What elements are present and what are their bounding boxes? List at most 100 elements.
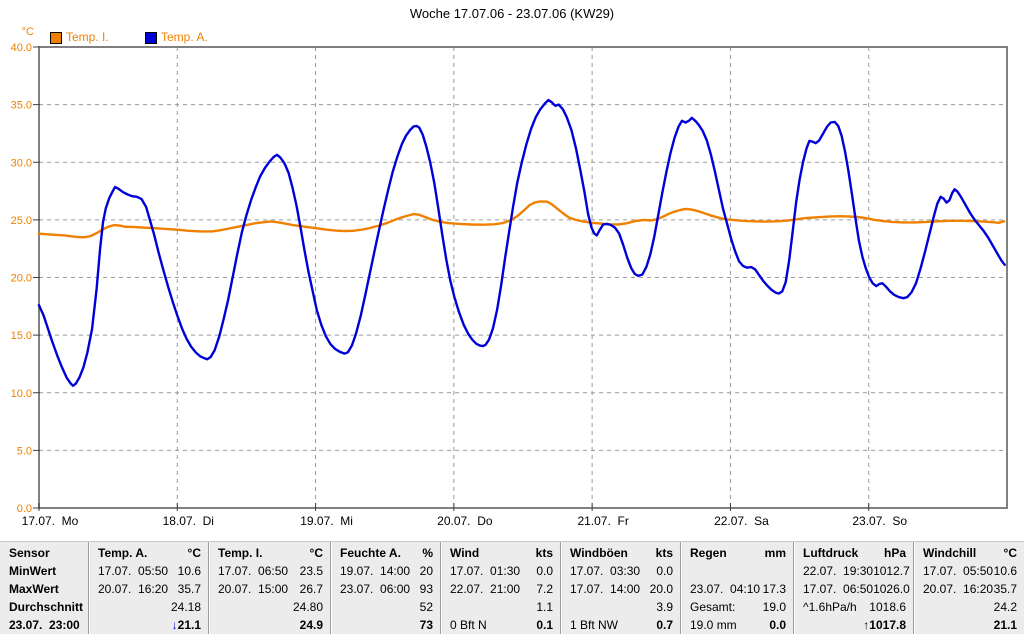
y-tick-label: 20.0 bbox=[11, 273, 32, 285]
x-tick-label: 18.07. Di bbox=[163, 514, 214, 528]
trend-up-icon: ↑ bbox=[863, 618, 870, 632]
column-unit: °C bbox=[1003, 546, 1017, 560]
row-label: 23.07. 23:00 bbox=[9, 618, 80, 632]
table-row: MinWert bbox=[0, 562, 88, 580]
cell-value: 24.18 bbox=[170, 600, 201, 614]
table-row: Regen mm bbox=[681, 544, 793, 562]
y-tick-label: 0.0 bbox=[17, 503, 32, 515]
table-row: 19.0 mm 0.0 bbox=[681, 616, 793, 634]
table-row: 17.07. 14:00 20.0 bbox=[561, 580, 680, 598]
table-row: Wind kts bbox=[441, 544, 560, 562]
x-tick-label: 21.07. Fr bbox=[577, 514, 628, 528]
table-row: 0 Bft N 0.1 bbox=[441, 616, 560, 634]
table-row: 19.07. 14:00 20 bbox=[331, 562, 440, 580]
table-row: Gesamt: 19.0 bbox=[681, 598, 793, 616]
column-unit: mm bbox=[764, 546, 786, 560]
cell-value: 26.7 bbox=[299, 582, 323, 596]
y-tick-label: 25.0 bbox=[11, 215, 32, 227]
table-row: 22.07. 21:00 7.2 bbox=[441, 580, 560, 598]
cell-value: 0.0 bbox=[656, 564, 673, 578]
cell-label: 17.07. 05:50 bbox=[98, 564, 169, 578]
cell-value: 73 bbox=[419, 618, 433, 632]
table-row: MaxWert bbox=[0, 580, 88, 598]
table-column-windb-en: Windböen kts 17.07. 03:30 0.0 17.07. 14:00 20… bbox=[560, 542, 680, 634]
table-column-feuchte-a-: Feuchte A.% 19.07. 14:00 20 23.07. 06:00 93 5… bbox=[330, 542, 440, 634]
table-row: 17.07. 05:50 10.6 bbox=[89, 562, 208, 580]
cell-value: 0.7 bbox=[656, 618, 673, 632]
column-header: Windböen bbox=[570, 546, 628, 560]
cell-label: 0 Bft N bbox=[450, 618, 487, 632]
y-tick-label: 10.0 bbox=[11, 388, 32, 400]
row-label: Durchschnitt bbox=[9, 600, 84, 614]
cell-value: 0.0 bbox=[769, 618, 786, 632]
table-column-temp-a-: Temp. A. °C 17.07. 05:50 10.6 20.07. 16:20 35… bbox=[88, 542, 208, 634]
table-row: 17.07. 05:50 10.6 bbox=[914, 562, 1024, 580]
column-unit: °C bbox=[309, 546, 323, 560]
stats-table: Sensor MinWert MaxWert Durchschnitt 23.07. 2… bbox=[0, 541, 1024, 634]
cell-value: 1.1 bbox=[536, 600, 553, 614]
table-column-regen: Regen mm 23.07. 04:10 17.3 Gesamt: 19.0 19.0 m… bbox=[680, 542, 793, 634]
cell-value: 7.2 bbox=[536, 582, 553, 596]
table-row: ↑1017.8 bbox=[794, 616, 913, 634]
cell-value: 0.0 bbox=[536, 564, 553, 578]
cell-label: 23.07. 04:10 bbox=[690, 582, 761, 596]
cell-label: 17.07. 01:30 bbox=[450, 564, 521, 578]
table-row: 17.07. 01:30 0.0 bbox=[441, 562, 560, 580]
cell-value: 19.0 bbox=[762, 600, 786, 614]
cell-label: ^1.6hPa/h bbox=[803, 600, 857, 614]
cell-label: 20.07. 16:20 bbox=[98, 582, 169, 596]
legend-swatch-temp-i-icon bbox=[50, 32, 62, 44]
x-tick-label: 23.07. So bbox=[852, 514, 907, 528]
y-tick-label: 15.0 bbox=[11, 330, 32, 342]
table-row: 52 bbox=[331, 598, 440, 616]
column-header: Temp. I. bbox=[218, 546, 263, 560]
column-unit: kts bbox=[535, 546, 553, 560]
table-row: Durchschnitt bbox=[0, 598, 88, 616]
cell-value: 10.6 bbox=[177, 564, 201, 578]
cell-value: 1012.7 bbox=[873, 564, 910, 578]
cell-value: 24.2 bbox=[993, 600, 1017, 614]
column-unit: °C bbox=[187, 546, 201, 560]
table-row: Windchill °C bbox=[914, 544, 1024, 562]
table-label-column: Sensor MinWert MaxWert Durchschnitt 23.07. 2… bbox=[0, 542, 88, 634]
cell-label: 1 Bft NW bbox=[570, 618, 619, 632]
table-row: ^1.6hPa/h 1018.6 bbox=[794, 598, 913, 616]
series-line-temp-i- bbox=[37, 200, 1006, 239]
cell-label: 17.07. 05:50 bbox=[923, 564, 994, 578]
cell-value: 20 bbox=[419, 564, 433, 578]
table-row: 24.18 bbox=[89, 598, 208, 616]
table-row: Temp. I. °C bbox=[209, 544, 330, 562]
legend-swatch-temp-a-icon bbox=[145, 32, 157, 44]
table-column-temp-i-: Temp. I. °C 17.07. 06:50 23.5 20.07. 15:00 26… bbox=[208, 542, 330, 634]
row-label: MaxWert bbox=[9, 582, 59, 596]
cell-value: 21.1 bbox=[993, 618, 1017, 632]
cell-label: 22.07. 19:30 bbox=[803, 564, 874, 578]
cell-label: 19.0 mm bbox=[690, 618, 737, 632]
cell-label: Gesamt: bbox=[690, 600, 736, 614]
table-column-luftdruck: Luftdruck hPa 22.07. 19:30 1012.7 17.07. 06:… bbox=[793, 542, 913, 634]
table-row: 3.9 bbox=[561, 598, 680, 616]
cell-value: ↓21.1 bbox=[171, 618, 201, 632]
table-row: 73 bbox=[331, 616, 440, 634]
table-row: Windböen kts bbox=[561, 544, 680, 562]
cell-value: 52 bbox=[419, 600, 433, 614]
y-tick-label: 30.0 bbox=[11, 157, 32, 169]
cell-value: 35.7 bbox=[993, 582, 1017, 596]
table-row: 21.1 bbox=[914, 616, 1024, 634]
column-header: Windchill bbox=[923, 546, 977, 560]
y-axis-unit-label: °C bbox=[21, 26, 34, 38]
cell-value: 1018.6 bbox=[869, 600, 906, 614]
column-unit: kts bbox=[655, 546, 673, 560]
cell-label: 20.07. 15:00 bbox=[218, 582, 289, 596]
x-tick-label: 22.07. Sa bbox=[714, 514, 769, 528]
table-column-windchill: Windchill °C 17.07. 05:50 10.6 20.07. 16:20 3… bbox=[913, 542, 1024, 634]
table-row: 17.07. 06:50 23.5 bbox=[209, 562, 330, 580]
cell-label: 20.07. 16:20 bbox=[923, 582, 994, 596]
legend-label-temp-a: Temp. A. bbox=[161, 30, 208, 44]
x-tick-label: 20.07. Do bbox=[437, 514, 493, 528]
cell-value: 24.80 bbox=[292, 600, 323, 614]
cell-value: 3.9 bbox=[656, 600, 673, 614]
table-row: 24.2 bbox=[914, 598, 1024, 616]
chart-canvas: 0.0 5.0 10.0 15.0 20.0 25.0 30.0 35.0 40.0 17.07.… bbox=[11, 42, 1008, 528]
cell-value: 23.5 bbox=[299, 564, 323, 578]
